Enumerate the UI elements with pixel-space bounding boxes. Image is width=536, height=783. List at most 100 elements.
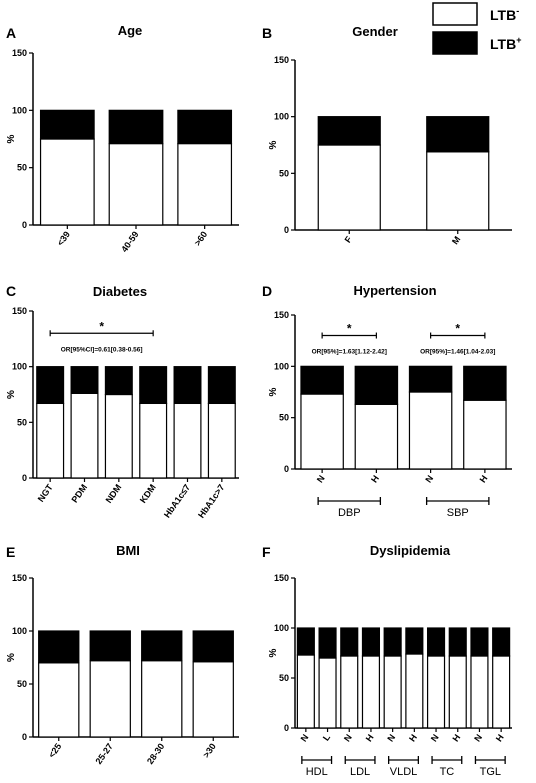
legend-label-ltb-positive: LTB+: [490, 35, 521, 52]
bar-ltb-positive: [296, 627, 315, 656]
x-tick-label: >30: [201, 741, 218, 759]
bar-ltb-positive: [463, 365, 507, 401]
bar-ltb-negative: [70, 392, 99, 479]
bar-ltb-negative: [426, 655, 446, 729]
y-tick-label: 50: [17, 417, 27, 427]
y-axis-label: %: [268, 387, 279, 396]
group-label: TC: [440, 766, 455, 778]
bar-ltb-negative: [317, 144, 381, 231]
y-axis-label: %: [6, 134, 17, 143]
significance-star: *: [99, 319, 104, 333]
bar-ltb-positive: [426, 116, 490, 153]
x-tick-label: PDM: [69, 482, 89, 504]
bar-ltb-negative: [300, 393, 344, 470]
bar-ltb-negative: [463, 399, 507, 470]
x-tick-label: 25-27: [93, 741, 114, 766]
y-tick-label: 50: [279, 413, 289, 423]
bar-ltb-negative: [177, 142, 233, 226]
x-tick-label: 28-30: [145, 741, 166, 766]
group-label: HDL: [306, 766, 328, 778]
x-tick-label: N: [429, 732, 441, 743]
y-tick-label: 150: [12, 573, 27, 583]
bar-ltb-positive: [408, 365, 453, 393]
bar-ltb-negative: [361, 655, 381, 729]
panel-title: BMI: [116, 543, 140, 558]
bar-ltb-negative: [296, 654, 315, 729]
y-axis-label: %: [268, 140, 279, 149]
panel-title: Age: [118, 23, 143, 38]
bar-ltb-negative: [340, 655, 359, 729]
y-tick-label: 50: [17, 163, 27, 173]
bar-ltb-positive: [173, 366, 202, 405]
bar-ltb-positive: [470, 627, 489, 657]
bar-ltb-negative: [318, 657, 337, 729]
x-tick-label: H: [369, 473, 381, 484]
x-tick-label: HbA1c>7: [196, 482, 226, 520]
x-tick-label: NDM: [104, 482, 124, 505]
x-tick-label: N: [472, 732, 484, 743]
x-tick-label: >60: [192, 229, 209, 247]
bar-ltb-negative: [36, 402, 65, 479]
group-label: LDL: [350, 766, 370, 778]
odds-ratio-label: OR[95%CI]=0.61[0.38-0.56]: [61, 346, 143, 353]
bar-ltb-positive: [39, 109, 95, 140]
bar-ltb-positive: [36, 366, 65, 405]
y-tick-label: 100: [12, 362, 27, 372]
y-tick-label: 50: [279, 673, 289, 683]
y-tick-label: 100: [274, 361, 289, 371]
panel-title: Dyslipidemia: [370, 543, 451, 558]
y-tick-label: 100: [274, 112, 289, 122]
panel-d: D Hypertension 0 50 100 150% N H N H DBP SBP * OR[95%…: [262, 283, 512, 519]
x-tick-label: <25: [46, 741, 63, 759]
bar-ltb-negative: [108, 142, 164, 226]
panel-letter: F: [262, 544, 271, 560]
y-tick-label: 50: [17, 679, 27, 689]
bar-ltb-positive: [141, 630, 183, 662]
significance-star: *: [455, 322, 460, 336]
panel-title: Hypertension: [353, 283, 436, 298]
x-tick-label: NGT: [36, 482, 55, 504]
y-tick-label: 150: [12, 306, 27, 316]
x-tick-label: N: [385, 732, 397, 743]
y-tick-label: 100: [12, 626, 27, 636]
panel-a: A Age 0 50 100 150% <39 40-59 >60: [6, 23, 239, 254]
x-tick-label: H: [494, 732, 506, 743]
y-tick-label: 150: [274, 55, 289, 65]
bar-ltb-positive: [70, 366, 99, 394]
y-tick-label: 150: [274, 573, 289, 583]
panel-letter: C: [6, 283, 16, 299]
bar-ltb-positive: [340, 627, 359, 657]
x-tick-label: 40-59: [119, 229, 140, 254]
panel-title: Gender: [352, 24, 398, 39]
bar-ltb-negative: [354, 403, 399, 470]
bar-ltb-positive: [405, 627, 424, 655]
x-tick-label: H: [450, 732, 462, 743]
x-tick-label: H: [478, 473, 490, 484]
bar-ltb-negative: [104, 393, 133, 479]
x-tick-label: N: [299, 732, 311, 743]
panel-letter: D: [262, 283, 272, 299]
y-tick-label: 100: [274, 623, 289, 633]
bar-ltb-positive: [300, 365, 344, 395]
x-tick-label: M: [450, 234, 462, 246]
bar-ltb-negative: [192, 661, 234, 738]
bar-ltb-negative: [139, 402, 168, 479]
bar-ltb-negative: [448, 655, 467, 729]
bar-ltb-positive: [361, 627, 381, 657]
bar-ltb-positive: [492, 627, 511, 657]
bar-ltb-positive: [38, 630, 80, 664]
bar-ltb-negative: [89, 660, 131, 738]
panel-c: C Diabetes 0 50 100 150% NGT PDM NDM KDM HbA1c≤7 Hb…: [6, 283, 239, 520]
odds-ratio-label: OR[95%]=1.63[1.12-2.42]: [312, 349, 387, 356]
bar-ltb-positive: [177, 109, 233, 145]
bar-ltb-positive: [104, 366, 133, 396]
y-tick-label: 150: [12, 48, 27, 58]
panel-e: E BMI 0 50 100 150% <25 25-27 28-30 >30: [6, 543, 239, 766]
bar-ltb-negative: [38, 662, 80, 738]
x-tick-label: KDM: [138, 482, 158, 505]
bar-ltb-positive: [318, 627, 337, 659]
bar-ltb-positive: [448, 627, 467, 657]
bar-ltb-negative: [426, 151, 490, 231]
bar-ltb-positive: [207, 366, 236, 405]
